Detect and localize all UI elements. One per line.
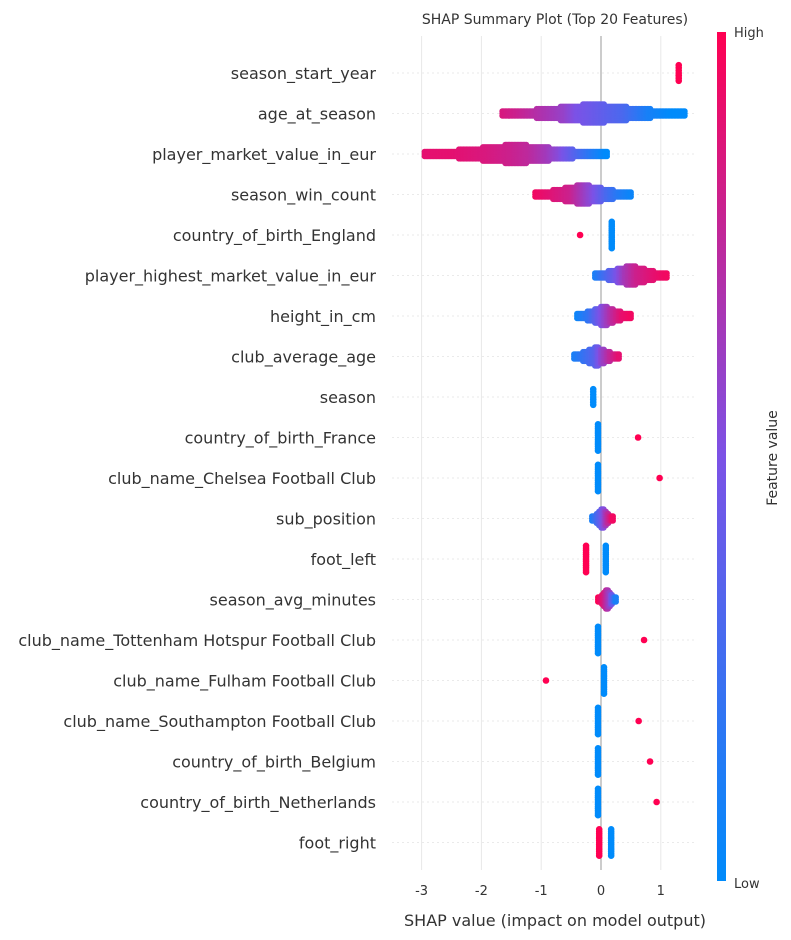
- feature-label: season: [320, 388, 376, 407]
- x-tick-label: 1: [657, 884, 665, 899]
- feature-label: country_of_birth_Belgium: [172, 753, 376, 773]
- data-point: [595, 852, 603, 859]
- feature-points: [576, 218, 616, 252]
- feature-label: sub_position: [276, 510, 376, 530]
- data-point: [608, 244, 616, 252]
- x-tick-label: -3: [415, 884, 428, 899]
- data-point: [612, 598, 619, 605]
- x-tick-label: -1: [535, 884, 548, 899]
- feature-points: [595, 587, 619, 612]
- feature-label: club_average_age: [231, 348, 376, 368]
- feature-label: foot_left: [311, 550, 376, 570]
- x-tick-label: 0: [597, 884, 605, 899]
- feature-points: [594, 421, 642, 455]
- data-point: [594, 771, 602, 778]
- data-point: [582, 568, 590, 576]
- feature-label: age_at_season: [258, 105, 376, 125]
- colorbar: [717, 32, 726, 881]
- feature-label: club_name_Chelsea Football Club: [108, 469, 376, 489]
- data-point: [576, 231, 584, 239]
- data-point: [600, 690, 608, 697]
- colorbar-title: Feature value: [765, 410, 781, 506]
- data-point: [634, 434, 642, 441]
- feature-points: [582, 542, 610, 576]
- feature-label: player_market_value_in_eur: [152, 145, 376, 165]
- data-point: [675, 77, 683, 85]
- feature-points: [594, 704, 642, 738]
- colorbar-high-label: High: [734, 26, 764, 41]
- feature-points: [571, 344, 622, 369]
- data-point: [594, 487, 602, 495]
- feature-label: club_name_Fulham Football Club: [113, 672, 376, 692]
- feature-points: [594, 785, 660, 819]
- data-point: [602, 568, 610, 576]
- plot-area: [390, 36, 697, 870]
- data-point: [609, 517, 616, 524]
- feature-label: country_of_birth_Netherlands: [140, 793, 376, 813]
- data-point: [663, 274, 670, 281]
- data-point: [594, 811, 602, 819]
- feature-label: season_win_count: [231, 186, 376, 206]
- feature-points: [594, 623, 648, 657]
- feature-points: [592, 263, 670, 288]
- feature-points: [675, 61, 683, 85]
- data-point: [607, 852, 615, 859]
- data-point: [594, 649, 602, 657]
- feature-label: club_name_Southampton Football Club: [63, 712, 376, 732]
- feature-points: [589, 506, 616, 531]
- x-axis-title: SHAP value (impact on model output): [404, 911, 706, 930]
- chart-title: SHAP Summary Plot (Top 20 Features): [422, 12, 688, 28]
- data-point: [615, 355, 622, 362]
- colorbar-low-label: Low: [734, 877, 760, 892]
- row-gridlines: [392, 72, 697, 843]
- data-point: [656, 474, 663, 482]
- feature-label: season_start_year: [231, 64, 377, 84]
- data-point: [594, 730, 602, 738]
- feature-points: [499, 101, 688, 126]
- data-point: [627, 315, 634, 322]
- feature-points: [421, 141, 610, 167]
- feature-points: [594, 745, 654, 778]
- feature-points: [532, 182, 634, 207]
- feature-points: [589, 385, 597, 409]
- data-point: [635, 717, 642, 725]
- x-tick-label: -2: [475, 884, 488, 899]
- feature-label: country_of_birth_France: [185, 429, 376, 449]
- x-axis-ticks: -3 -2 -1 0 1: [415, 884, 665, 899]
- feature-label: club_name_Tottenham Hotspur Football Clu…: [18, 631, 376, 651]
- data-point: [646, 758, 654, 765]
- data-point: [627, 193, 634, 200]
- data-point: [589, 401, 597, 409]
- data-point: [640, 636, 648, 644]
- feature-labels: season_start_year age_at_season player_mar…: [18, 64, 376, 854]
- data-point: [594, 447, 602, 455]
- feature-label: height_in_cm: [270, 307, 376, 327]
- data-points: [421, 61, 688, 859]
- feature-points: [594, 461, 663, 495]
- feature-label: player_highest_market_value_in_eur: [85, 267, 377, 287]
- data-point: [603, 153, 610, 160]
- data-point: [542, 677, 550, 684]
- feature-points: [574, 303, 634, 329]
- feature-points: [595, 826, 615, 859]
- feature-points: [542, 664, 608, 697]
- data-point: [653, 798, 660, 806]
- feature-label: season_avg_minutes: [210, 591, 376, 611]
- feature-label: country_of_birth_England: [173, 226, 376, 246]
- data-point: [681, 112, 688, 119]
- feature-label: foot_right: [299, 834, 376, 854]
